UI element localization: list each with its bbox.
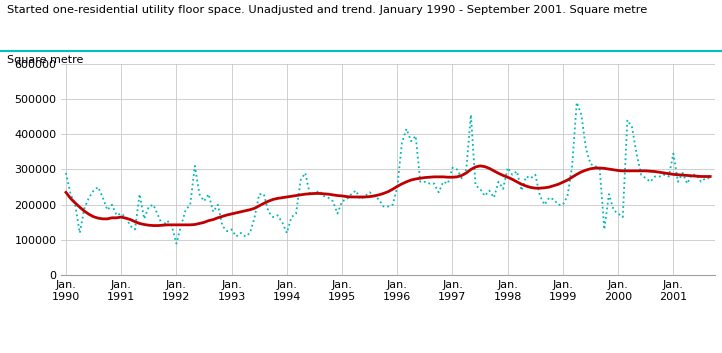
Non-residential utility floor space,  trend — [278, 196, 287, 200]
Line: Non-residential utility floor space,  trend: Non-residential utility floor space, tre… — [66, 166, 710, 226]
Non-residential utility floor space,  trend — [706, 174, 715, 179]
Non-residential floor space, unadjusted — [632, 151, 641, 156]
Non-residential utility floor space,  trend — [149, 223, 157, 228]
Non-residential floor space, unadjusted — [61, 171, 70, 175]
Non-residential utility floor space,  trend — [632, 169, 641, 173]
Non-residential floor space, unadjusted — [278, 220, 287, 225]
Non-residential utility floor space,  trend — [683, 173, 692, 178]
Non-residential floor space, unadjusted — [66, 192, 75, 196]
Text: Started one-residential utility floor space. Unadjusted and trend. January 1990 : Started one-residential utility floor sp… — [7, 5, 648, 15]
Non-residential floor space, unadjusted — [683, 181, 692, 186]
Non-residential utility floor space,  trend — [476, 164, 484, 168]
Non-residential utility floor space,  trend — [66, 196, 75, 201]
Non-residential floor space, unadjusted — [619, 215, 627, 219]
Line: Non-residential floor space, unadjusted: Non-residential floor space, unadjusted — [66, 102, 710, 244]
Non-residential floor space, unadjusted — [573, 100, 581, 104]
Non-residential floor space, unadjusted — [98, 196, 107, 200]
Non-residential utility floor space,  trend — [98, 217, 107, 221]
Non-residential floor space, unadjusted — [172, 241, 180, 246]
Text: Square metre: Square metre — [7, 55, 84, 65]
Non-residential utility floor space,  trend — [61, 190, 70, 195]
Non-residential floor space, unadjusted — [706, 176, 715, 180]
Non-residential utility floor space,  trend — [619, 169, 627, 173]
